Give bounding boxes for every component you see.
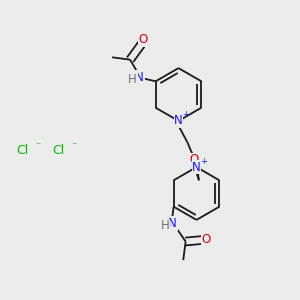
Text: +: + (183, 110, 189, 119)
Text: Cl: Cl (52, 143, 64, 157)
Text: ⁻: ⁻ (71, 141, 77, 152)
Text: N: N (192, 160, 201, 174)
Text: ⁻: ⁻ (35, 141, 41, 152)
Text: O: O (190, 153, 199, 167)
Text: Cl: Cl (16, 143, 28, 157)
Text: N: N (135, 71, 144, 84)
Text: H: H (161, 219, 170, 232)
Text: +: + (201, 157, 207, 166)
Text: N: N (174, 114, 183, 128)
Text: O: O (202, 232, 211, 246)
Text: H: H (128, 73, 137, 86)
Text: N: N (168, 217, 177, 230)
Text: O: O (139, 33, 148, 46)
